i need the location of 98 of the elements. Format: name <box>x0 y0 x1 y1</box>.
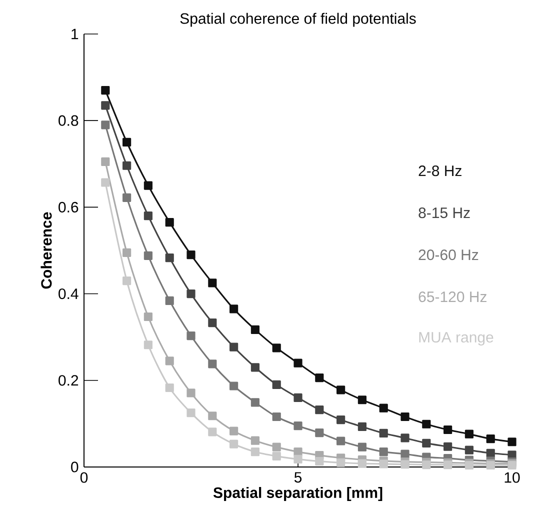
point <box>122 276 132 286</box>
point <box>101 178 110 187</box>
point <box>272 380 281 390</box>
point <box>101 86 110 95</box>
x-tick-label: 5 <box>294 472 302 483</box>
point <box>144 312 153 322</box>
point <box>208 360 217 368</box>
point <box>444 442 452 451</box>
point <box>165 218 174 227</box>
point <box>336 436 346 446</box>
point <box>144 212 153 220</box>
point <box>315 406 324 414</box>
y-tick-label: 0.2 <box>58 375 78 386</box>
point <box>464 446 474 454</box>
point <box>101 101 110 110</box>
point <box>165 383 174 392</box>
point <box>400 460 410 469</box>
point <box>250 448 260 456</box>
point <box>165 356 174 366</box>
point <box>208 318 217 328</box>
point <box>486 448 495 458</box>
point <box>250 325 260 334</box>
text: 8-15 Hz <box>418 208 470 218</box>
y-tick-label: 1 <box>72 28 78 40</box>
point <box>336 458 346 467</box>
point <box>379 460 388 468</box>
point <box>122 138 132 147</box>
point <box>294 358 302 368</box>
point <box>186 331 196 340</box>
point <box>272 452 281 460</box>
point <box>315 428 324 438</box>
point <box>144 181 153 190</box>
point <box>508 438 516 446</box>
point <box>444 425 452 434</box>
point <box>144 251 153 260</box>
point <box>165 254 174 262</box>
point <box>208 428 217 436</box>
point <box>186 289 196 298</box>
point <box>186 250 196 260</box>
x-axis-title: Spatial separation [mm] <box>213 486 382 501</box>
y-tick-label: 0.4 <box>58 288 78 300</box>
point <box>358 396 367 404</box>
point <box>101 120 110 130</box>
point <box>272 412 281 422</box>
point <box>230 342 238 352</box>
point <box>294 448 302 456</box>
point <box>294 422 302 430</box>
point <box>122 161 132 170</box>
point <box>165 296 174 306</box>
point <box>250 436 260 445</box>
point <box>315 457 324 466</box>
point <box>186 408 196 418</box>
point <box>464 430 474 438</box>
point <box>250 398 260 407</box>
point <box>315 373 324 382</box>
text: 65-120 Hz <box>418 292 486 302</box>
point <box>336 386 346 394</box>
point <box>230 440 238 448</box>
point <box>358 459 367 468</box>
point <box>336 415 346 424</box>
point <box>422 420 431 428</box>
point <box>400 450 410 458</box>
point <box>358 442 367 452</box>
point <box>122 248 132 257</box>
point <box>230 426 238 436</box>
x-tick-label: 0 <box>80 472 88 483</box>
point <box>358 422 367 432</box>
point <box>122 193 132 202</box>
y-axis-title: Coherence <box>40 212 52 289</box>
point <box>464 460 474 470</box>
point <box>272 442 281 452</box>
point <box>400 434 410 442</box>
point <box>422 460 431 470</box>
point <box>294 393 302 402</box>
point <box>379 448 388 456</box>
point <box>444 460 452 470</box>
text: 20-60 Hz <box>418 250 478 260</box>
point <box>186 388 196 398</box>
chart-title: Spatial coherence of field potentials <box>180 12 416 27</box>
point <box>230 304 238 314</box>
point <box>486 434 495 444</box>
point <box>294 454 302 464</box>
point <box>422 438 431 448</box>
y-tick-label: 0.6 <box>58 202 78 212</box>
point <box>379 404 388 412</box>
y-tick-label: 0 <box>71 462 78 472</box>
point <box>400 412 410 422</box>
y-tick-label: 0.8 <box>58 115 78 126</box>
point <box>101 157 110 166</box>
point <box>208 278 217 288</box>
point <box>250 363 260 372</box>
point <box>230 382 238 390</box>
point <box>379 428 388 438</box>
point <box>144 340 153 350</box>
point <box>208 412 217 420</box>
point <box>272 344 281 352</box>
x-tick-label: 10 <box>504 472 520 483</box>
text: 2-8 Hz <box>418 166 462 176</box>
